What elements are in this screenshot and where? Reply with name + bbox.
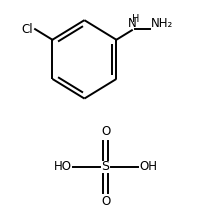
Text: Cl: Cl xyxy=(22,23,33,36)
Text: N: N xyxy=(127,17,136,30)
Text: O: O xyxy=(101,125,110,138)
Text: HO: HO xyxy=(54,160,72,173)
Text: NH₂: NH₂ xyxy=(151,17,173,30)
Text: H: H xyxy=(132,14,139,24)
Text: S: S xyxy=(101,160,110,173)
Text: O: O xyxy=(101,195,110,208)
Text: OH: OH xyxy=(139,160,157,173)
